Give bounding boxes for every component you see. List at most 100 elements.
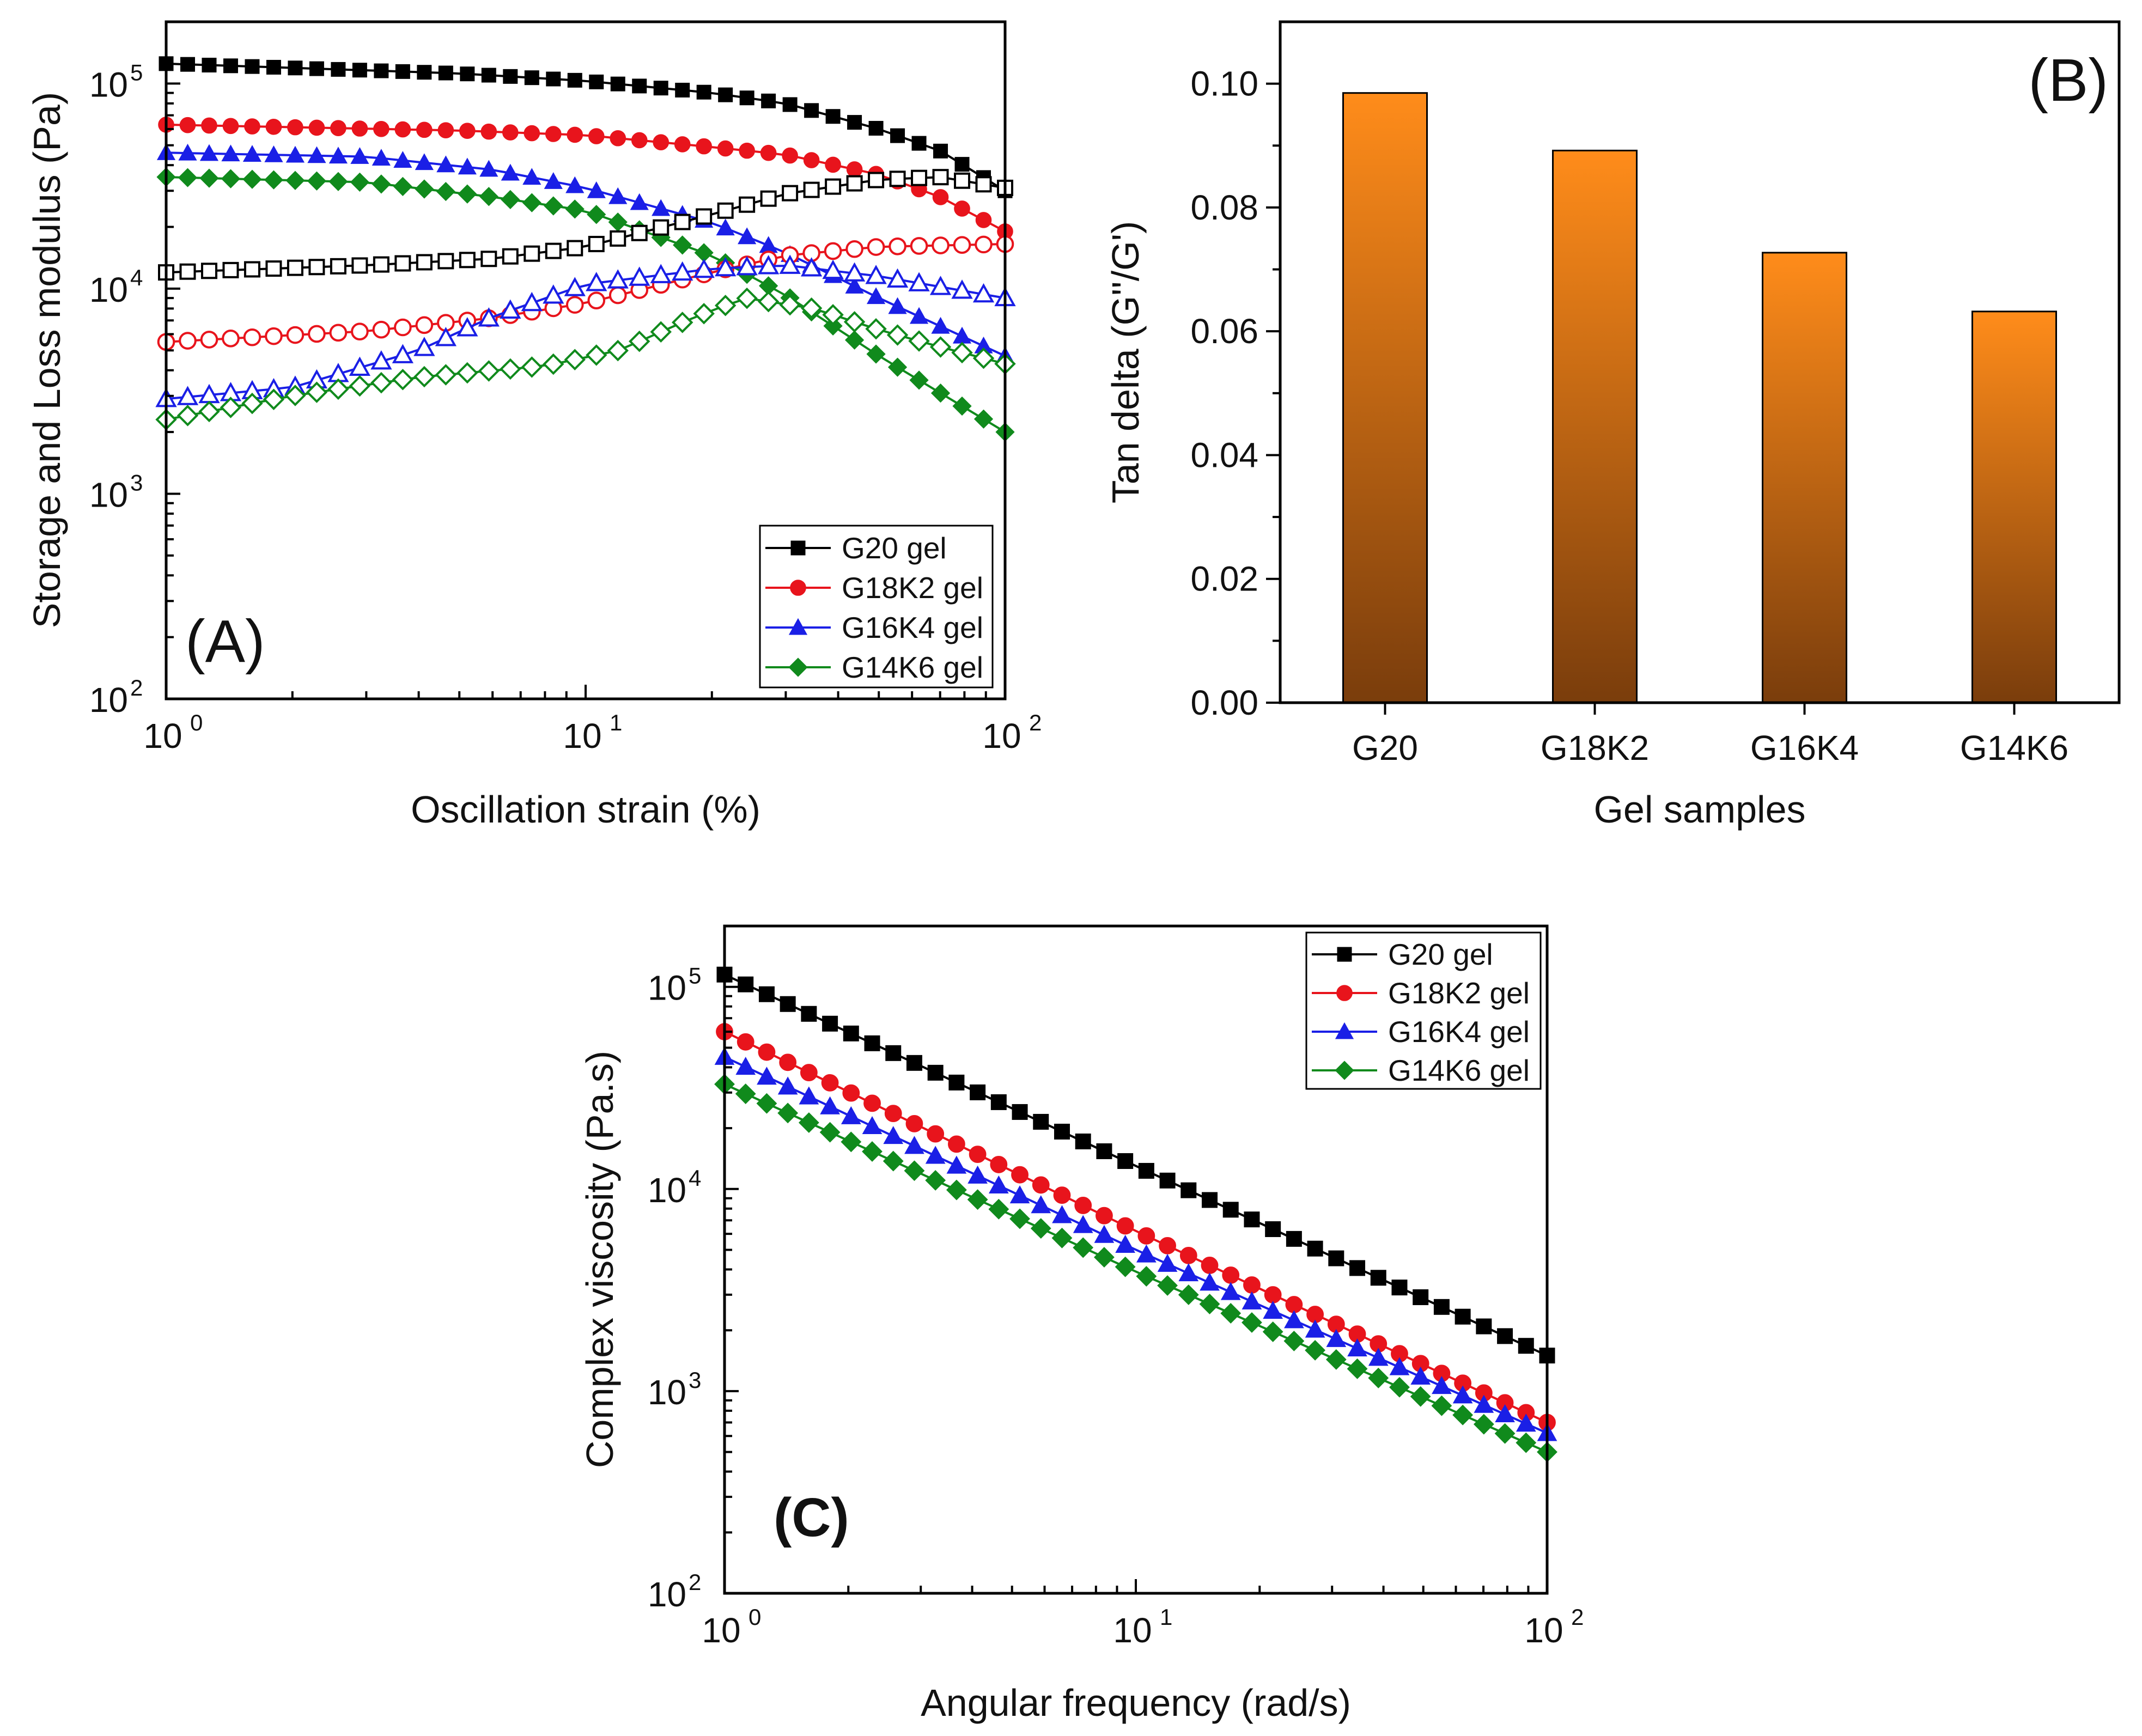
data-point bbox=[866, 287, 886, 304]
data-point bbox=[844, 330, 865, 350]
series-line bbox=[166, 176, 1006, 433]
data-point bbox=[1476, 1318, 1492, 1335]
data-point bbox=[909, 370, 929, 390]
data-point bbox=[1305, 1339, 1326, 1361]
data-point bbox=[927, 1064, 944, 1081]
data-point bbox=[696, 84, 711, 100]
data-point bbox=[285, 170, 305, 190]
data-point bbox=[1497, 1328, 1513, 1344]
data-point bbox=[972, 347, 995, 369]
data-point bbox=[973, 409, 994, 429]
data-point bbox=[1115, 1234, 1135, 1253]
data-point bbox=[929, 336, 952, 358]
data-point bbox=[438, 65, 453, 81]
series-line bbox=[724, 1031, 1548, 1424]
data-point bbox=[413, 366, 435, 388]
data-point bbox=[777, 1102, 799, 1124]
data-point bbox=[946, 1179, 967, 1201]
data-point bbox=[1180, 1182, 1197, 1198]
bar-g18k2 bbox=[1552, 149, 1638, 704]
data-point bbox=[1222, 1266, 1240, 1284]
data-point bbox=[1117, 1153, 1134, 1169]
data-point bbox=[693, 258, 715, 278]
data-point bbox=[1136, 1266, 1157, 1287]
data-point bbox=[650, 264, 672, 283]
panel-a-chart: 10 0 10 1 10 210 210 310 410 5 (A) Oscillation st… bbox=[26, 20, 1042, 831]
data-point bbox=[904, 1160, 925, 1181]
data-point bbox=[868, 172, 885, 188]
bar-g14k6 bbox=[1971, 310, 2057, 704]
data-point bbox=[800, 257, 823, 277]
data-point bbox=[308, 325, 326, 343]
data-point bbox=[782, 185, 799, 202]
data-point bbox=[329, 324, 348, 342]
y-tick-label-exponent: 2 bbox=[130, 675, 143, 701]
data-point bbox=[351, 322, 369, 341]
legend-label: G20 gel bbox=[842, 531, 947, 565]
data-point bbox=[1410, 1366, 1431, 1385]
data-point bbox=[1094, 1225, 1115, 1243]
series-line bbox=[166, 151, 1006, 357]
data-point bbox=[925, 1146, 946, 1164]
data-point bbox=[954, 200, 970, 217]
data-point bbox=[478, 360, 500, 382]
series-g18k2-gel bbox=[716, 1023, 1556, 1432]
data-point bbox=[1433, 1299, 1450, 1315]
data-point bbox=[884, 1105, 902, 1123]
data-point bbox=[1202, 1192, 1218, 1208]
legend-label: G20 gel bbox=[1388, 937, 1493, 971]
data-point bbox=[1179, 1247, 1197, 1264]
data-point bbox=[1328, 1250, 1344, 1266]
data-point bbox=[975, 212, 992, 228]
data-point bbox=[863, 1094, 881, 1112]
data-point bbox=[932, 236, 950, 254]
legend-marker bbox=[788, 657, 808, 677]
data-point bbox=[1074, 1197, 1092, 1214]
data-point bbox=[842, 1084, 860, 1102]
data-point bbox=[1452, 1404, 1474, 1426]
data-point bbox=[436, 155, 455, 173]
panel-b-label: (B) bbox=[2028, 47, 2108, 114]
data-point bbox=[524, 70, 539, 86]
data-point bbox=[198, 400, 220, 423]
y-tick-label-exponent: 4 bbox=[689, 1165, 701, 1191]
data-point bbox=[288, 60, 303, 76]
data-point bbox=[1368, 1348, 1389, 1366]
y-tick-label: 10 bbox=[648, 968, 686, 1008]
data-point bbox=[825, 178, 842, 195]
data-point bbox=[1052, 1205, 1072, 1223]
data-point bbox=[954, 172, 971, 189]
data-point bbox=[779, 254, 801, 274]
bar-g16k4 bbox=[1762, 252, 1847, 704]
panel-b-frame bbox=[1279, 20, 2121, 704]
series-g14k6-gel-loss bbox=[155, 287, 1016, 430]
data-point bbox=[284, 385, 306, 406]
data-point bbox=[243, 328, 261, 346]
panel-c-label: (C) bbox=[774, 1487, 849, 1548]
data-point bbox=[1012, 1104, 1028, 1120]
data-point bbox=[1116, 1217, 1134, 1235]
data-point bbox=[1199, 1294, 1220, 1314]
data-point bbox=[718, 87, 733, 102]
data-point bbox=[1516, 1414, 1536, 1432]
data-point bbox=[565, 199, 585, 219]
data-point bbox=[1265, 1221, 1281, 1238]
data-point bbox=[925, 1169, 946, 1191]
data-point bbox=[221, 144, 240, 162]
legend-label: G14K6 gel bbox=[1388, 1053, 1530, 1087]
data-point bbox=[589, 74, 604, 89]
data-point bbox=[1368, 1367, 1389, 1388]
data-point bbox=[717, 202, 734, 219]
data-point bbox=[478, 307, 500, 327]
data-point bbox=[610, 76, 625, 92]
series-g14k6-gel bbox=[714, 1074, 1557, 1463]
data-point bbox=[524, 245, 540, 262]
data-point bbox=[887, 357, 908, 377]
data-point bbox=[503, 69, 518, 84]
legend-marker bbox=[1335, 1061, 1354, 1080]
panel-b-chart: G20 G18K2 G16K4 G14K6 0.00 0.02 0.04 0.06 0.08 0.… bbox=[1104, 20, 2121, 831]
data-point bbox=[373, 120, 390, 137]
data-point bbox=[673, 235, 692, 255]
data-point bbox=[543, 353, 564, 375]
bar-g20 bbox=[1342, 92, 1428, 704]
